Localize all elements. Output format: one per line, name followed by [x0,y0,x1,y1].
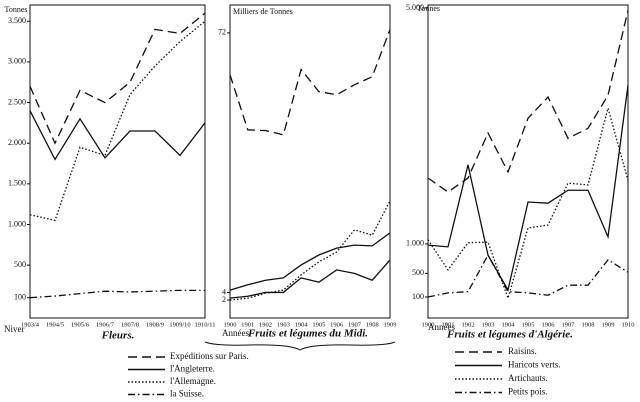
y-tick-label: 500 [412,268,424,277]
x-axis-label: Niver [4,324,25,334]
legend-label: Petits pois. [508,387,548,397]
x-tick-label: 1906 [330,321,344,328]
x-tick-label: 1903 [277,321,290,328]
x-tick-label: 1904/5 [46,321,64,328]
x-tick-label: 1904 [502,321,516,328]
legend-label: Raisins. [508,346,537,356]
x-tick-label: 1908/9 [146,321,164,328]
y-tick-label: 1.000 [406,239,424,248]
x-tick-label: 1901 [442,321,455,328]
y-tick-label: 4 [222,287,226,296]
chart-title: Fruits et légumes d'Algérie. [446,329,573,341]
x-tick-label: 1909/10 [169,321,190,328]
y-tick-label: 2 [222,295,226,304]
x-tick-label: 1907/8 [121,321,139,328]
x-tick-label: 1910/11 [194,321,215,328]
y-tick-label: 1.500 [8,179,26,188]
x-tick-label: 1909 [384,321,397,328]
plot-frame [427,4,629,319]
series-line [29,289,205,299]
plot-frame [29,4,206,319]
series-line [29,12,206,145]
x-axis-label: Années [222,328,249,338]
x-tick-label: 1910 [622,321,635,328]
y-tick-label: 500 [14,260,26,269]
y-tick-label: 72 [218,28,226,37]
series-line [427,85,629,292]
x-tick-label: 1905/6 [71,321,90,328]
series-line [229,259,391,299]
x-tick-label: 1900 [224,321,237,328]
series-line [229,200,391,301]
y-tick-label: 5.000 [406,3,424,12]
x-tick-label: 1906 [542,321,556,328]
x-tick-label: 1904 [295,321,309,328]
y-tick-label: 2.500 [8,97,26,106]
brace [204,341,396,351]
series-line [29,20,206,222]
y-axis-label: Tonnes [417,4,440,13]
plot-frame [229,4,391,319]
x-tick-label: 1903/4 [21,321,40,328]
series-line [427,10,629,193]
legend-label: l'Allemagne. [170,376,216,386]
x-tick-label: 1909 [602,321,615,328]
y-tick-label: 1.000 [8,219,26,228]
x-tick-label: 1900 [422,321,435,328]
x-tick-label: 1906/7 [96,321,115,328]
y-tick-label: 100 [14,293,26,302]
x-tick-label: 1907 [562,321,576,328]
x-tick-label: 1905 [312,321,325,328]
legend-label: la Suisse. [170,389,204,399]
legend-label: Artichauts. [508,373,548,383]
x-tick-label: 1901 [241,321,254,328]
series-line [427,253,629,298]
y-axis-label: Tonnes [5,5,28,14]
x-tick-label: 1907 [348,321,362,328]
x-axis-label: Années [428,322,455,332]
y-tick-label: 3.500 [8,16,26,25]
y-tick-label: 2.000 [8,138,26,147]
y-tick-label: 100 [412,292,424,301]
x-tick-label: 1905 [522,321,535,328]
chart-title: Fleurs. [101,330,135,342]
x-tick-label: 1902 [462,321,475,328]
series-line [229,29,391,136]
legend-label: l'Angleterre. [170,364,215,374]
legend-label: Haricots verts. [508,360,560,370]
x-tick-label: 1902 [259,321,272,328]
y-axis-label: Milliers de Tonnes [233,7,293,16]
x-tick-label: 1908 [366,321,379,328]
series-line [229,232,391,291]
x-tick-label: 1903 [482,321,495,328]
y-tick-label: 3.000 [8,57,26,66]
legend-label: Expéditions sur Paris. [170,351,249,361]
x-tick-label: 1908 [582,321,595,328]
series-line [29,110,206,161]
chart-title: Fruits et légumes du Midi. [247,328,368,340]
